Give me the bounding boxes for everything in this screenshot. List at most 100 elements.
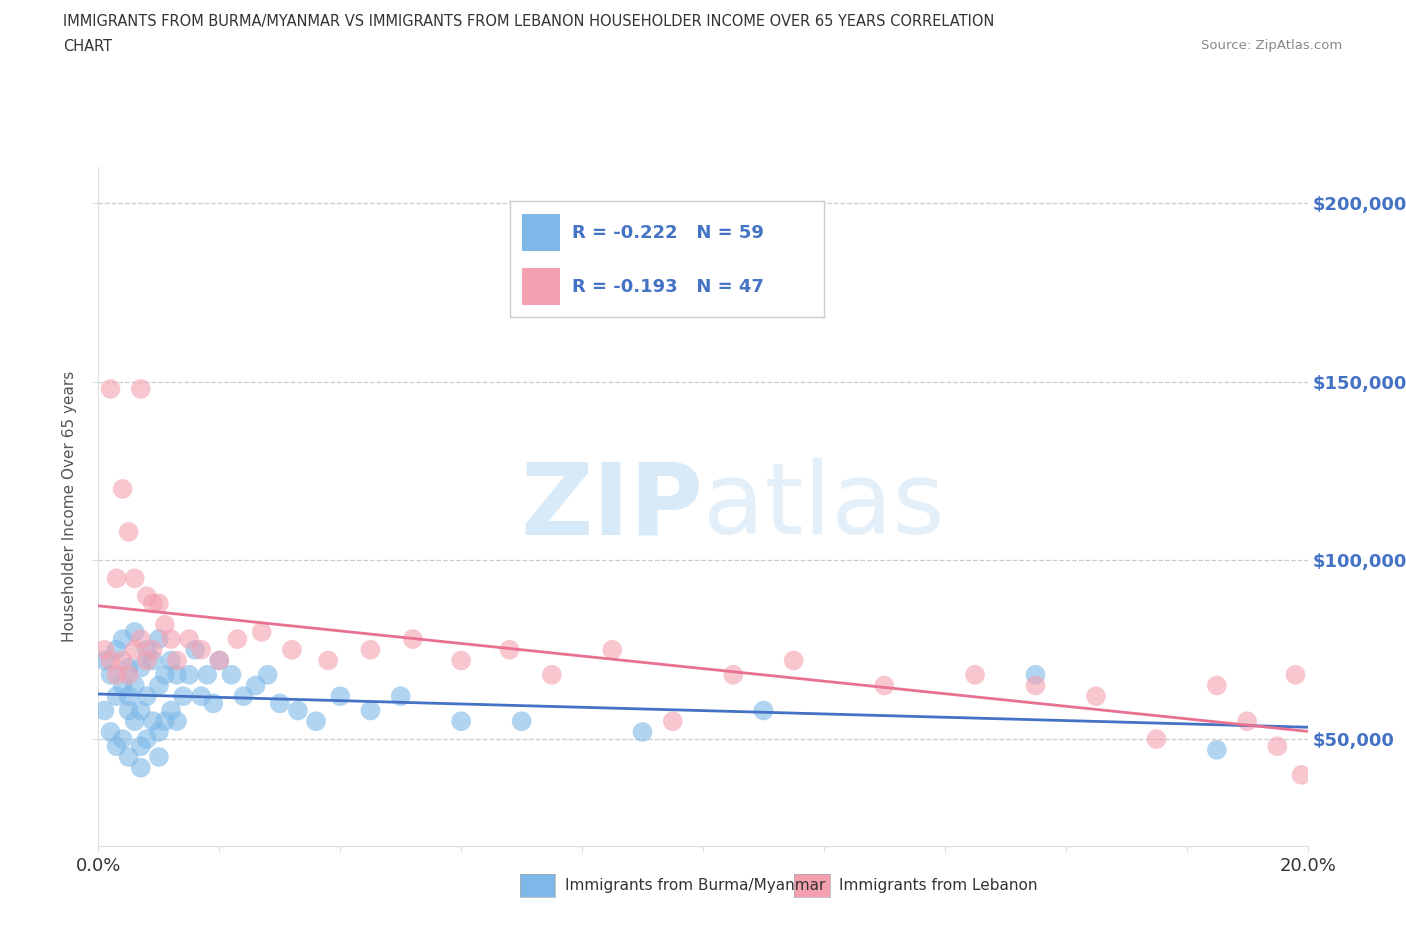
Point <box>184 643 207 658</box>
Point <box>153 714 176 729</box>
Point <box>148 724 170 739</box>
Text: Immigrants from Lebanon: Immigrants from Lebanon <box>839 878 1038 894</box>
Point <box>142 653 165 668</box>
Text: CHART: CHART <box>63 39 112 54</box>
Point <box>1284 668 1306 683</box>
Text: Immigrants from Burma/Myanmar: Immigrants from Burma/Myanmar <box>565 878 825 894</box>
Point <box>1085 689 1108 704</box>
Point <box>160 653 183 668</box>
Point <box>100 653 122 668</box>
Point <box>250 624 273 639</box>
Point <box>226 631 249 646</box>
Point <box>195 668 218 683</box>
Point <box>135 653 157 668</box>
Point <box>166 668 188 683</box>
Text: ZIP: ZIP <box>520 458 703 555</box>
Point <box>873 678 896 693</box>
Point <box>105 643 128 658</box>
Point <box>723 668 745 683</box>
Point <box>129 631 152 646</box>
Point <box>135 689 157 704</box>
Bar <box>522 214 560 251</box>
Point <box>129 760 152 775</box>
Point <box>118 703 141 718</box>
Point <box>232 689 254 704</box>
Point <box>148 750 170 764</box>
Point <box>752 703 775 718</box>
Point <box>118 660 141 675</box>
Point <box>124 643 146 658</box>
Point <box>148 631 170 646</box>
Point <box>124 624 146 639</box>
Point <box>148 678 170 693</box>
Point <box>160 703 183 718</box>
Point <box>105 738 128 753</box>
Point <box>129 703 152 718</box>
Point <box>360 643 382 658</box>
Point <box>1267 738 1289 753</box>
Point <box>783 653 806 668</box>
Text: R = -0.193   N = 47: R = -0.193 N = 47 <box>572 278 765 296</box>
Point <box>305 714 328 729</box>
Point <box>190 689 212 704</box>
Point <box>135 732 157 747</box>
Point <box>540 668 562 683</box>
Point <box>124 714 146 729</box>
Point <box>202 696 225 711</box>
Point <box>153 668 176 683</box>
Point <box>1236 714 1258 729</box>
Point <box>100 668 122 683</box>
Point <box>965 668 987 683</box>
Point <box>148 596 170 611</box>
Point <box>118 668 141 683</box>
Point <box>281 643 304 658</box>
Point <box>118 750 141 764</box>
Point <box>118 689 141 704</box>
Point <box>190 643 212 658</box>
Point <box>160 631 183 646</box>
Text: IMMIGRANTS FROM BURMA/MYANMAR VS IMMIGRANTS FROM LEBANON HOUSEHOLDER INCOME OVER: IMMIGRANTS FROM BURMA/MYANMAR VS IMMIGRA… <box>63 14 994 29</box>
Point <box>1024 668 1046 683</box>
Point <box>172 689 194 704</box>
Point <box>111 482 134 497</box>
Point <box>93 703 115 718</box>
Point <box>105 571 128 586</box>
Point <box>142 596 165 611</box>
Point <box>389 689 412 704</box>
Point <box>118 525 141 539</box>
Point <box>153 618 176 632</box>
Point <box>316 653 339 668</box>
Point <box>105 668 128 683</box>
Text: atlas: atlas <box>703 458 945 555</box>
Point <box>100 724 122 739</box>
Point <box>1144 732 1167 747</box>
Point <box>1291 767 1313 782</box>
Text: R = -0.222   N = 59: R = -0.222 N = 59 <box>572 223 765 242</box>
Point <box>111 732 134 747</box>
Point <box>93 643 115 658</box>
Point <box>269 696 291 711</box>
Point <box>1206 678 1229 693</box>
Point <box>450 653 472 668</box>
Point <box>498 643 520 658</box>
Text: Source: ZipAtlas.com: Source: ZipAtlas.com <box>1202 39 1343 52</box>
Point <box>402 631 425 646</box>
Bar <box>522 268 560 305</box>
Point <box>93 653 115 668</box>
Point <box>329 689 352 704</box>
Point <box>510 714 533 729</box>
Point <box>179 631 201 646</box>
Point <box>662 714 685 729</box>
Point <box>450 714 472 729</box>
Point <box>602 643 624 658</box>
Point <box>208 653 231 668</box>
Point <box>245 678 267 693</box>
Point <box>221 668 243 683</box>
Point <box>179 668 201 683</box>
Point <box>111 631 134 646</box>
Point <box>105 689 128 704</box>
Point <box>360 703 382 718</box>
Point <box>256 668 278 683</box>
Point <box>124 678 146 693</box>
Point <box>166 714 188 729</box>
